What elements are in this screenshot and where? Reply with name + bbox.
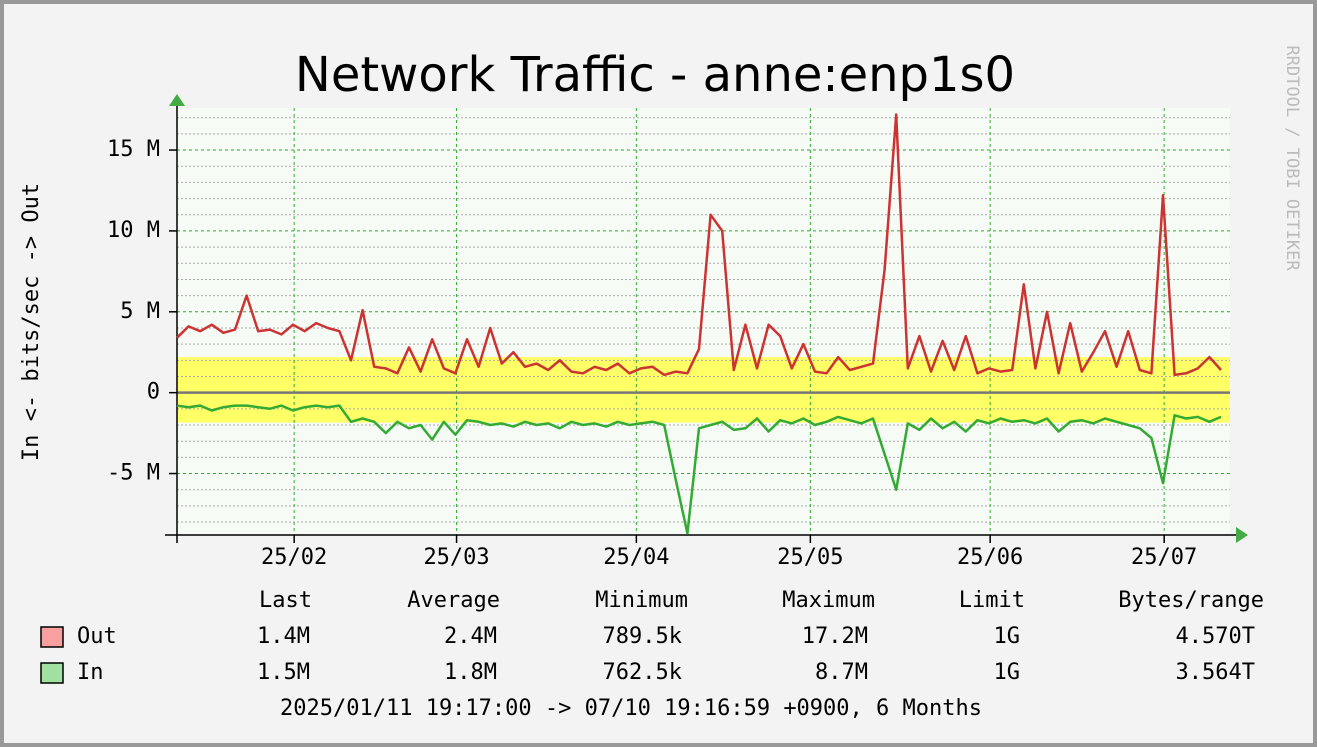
x-tick-label: 25/06 [957, 545, 1023, 570]
series-line [176, 404, 1222, 535]
stats-value: 4.570T [1176, 624, 1255, 649]
stats-value: 1.4M [257, 624, 310, 649]
stats-header: Average [407, 588, 500, 613]
y-tick-label: 5 M [120, 299, 160, 324]
band [177, 357, 1230, 423]
stats-value: 2.4M [444, 624, 497, 649]
stats-value: 8.7M [815, 660, 868, 685]
stats-value: 1.5M [257, 660, 310, 685]
legend-label: Out [77, 624, 117, 649]
y-tick-label: 0 [147, 380, 160, 405]
range-text: 2025/01/11 19:17:00 -> 07/10 19:16:59 +0… [280, 696, 982, 721]
plot-area [177, 108, 1230, 535]
x-tick-label: 25/02 [261, 545, 327, 570]
x-tick-label: 25/03 [423, 545, 489, 570]
y-tick-label: 15 M [107, 137, 160, 162]
stats-value: 789.5k [603, 624, 682, 649]
stats-header: Maximum [782, 588, 875, 613]
stats-header: Minimum [595, 588, 688, 613]
stats-header: Last [259, 588, 312, 613]
y-axis-arrow [169, 94, 185, 106]
legend-swatch [40, 626, 64, 648]
stats-value: 762.5k [603, 660, 682, 685]
stats-header: Bytes/range [1118, 588, 1264, 613]
x-tick-label: 25/05 [777, 545, 843, 570]
y-tick-label: -5 M [107, 461, 160, 486]
chart-title: Network Traffic - anne:enp1s0 [295, 47, 1015, 103]
stats-header: Limit [959, 588, 1025, 613]
legend-label: In [77, 660, 104, 685]
y-axis-label: In <- bits/sec -> Out [19, 183, 44, 461]
stats-value: 1G [994, 624, 1021, 649]
stats-value: 1.8M [444, 660, 497, 685]
series-line [176, 113, 1222, 377]
y-tick-label: 10 M [107, 218, 160, 243]
stats-value: 1G [994, 660, 1021, 685]
x-tick-label: 25/04 [603, 545, 669, 570]
x-tick-label: 25/07 [1131, 545, 1197, 570]
x-axis-arrow [1236, 527, 1248, 543]
watermark: RRDTOOL / TOBI OETIKER [1282, 45, 1302, 271]
legend-swatch [40, 662, 64, 684]
stats-value: 3.564T [1176, 660, 1255, 685]
stats-value: 17.2M [802, 624, 868, 649]
